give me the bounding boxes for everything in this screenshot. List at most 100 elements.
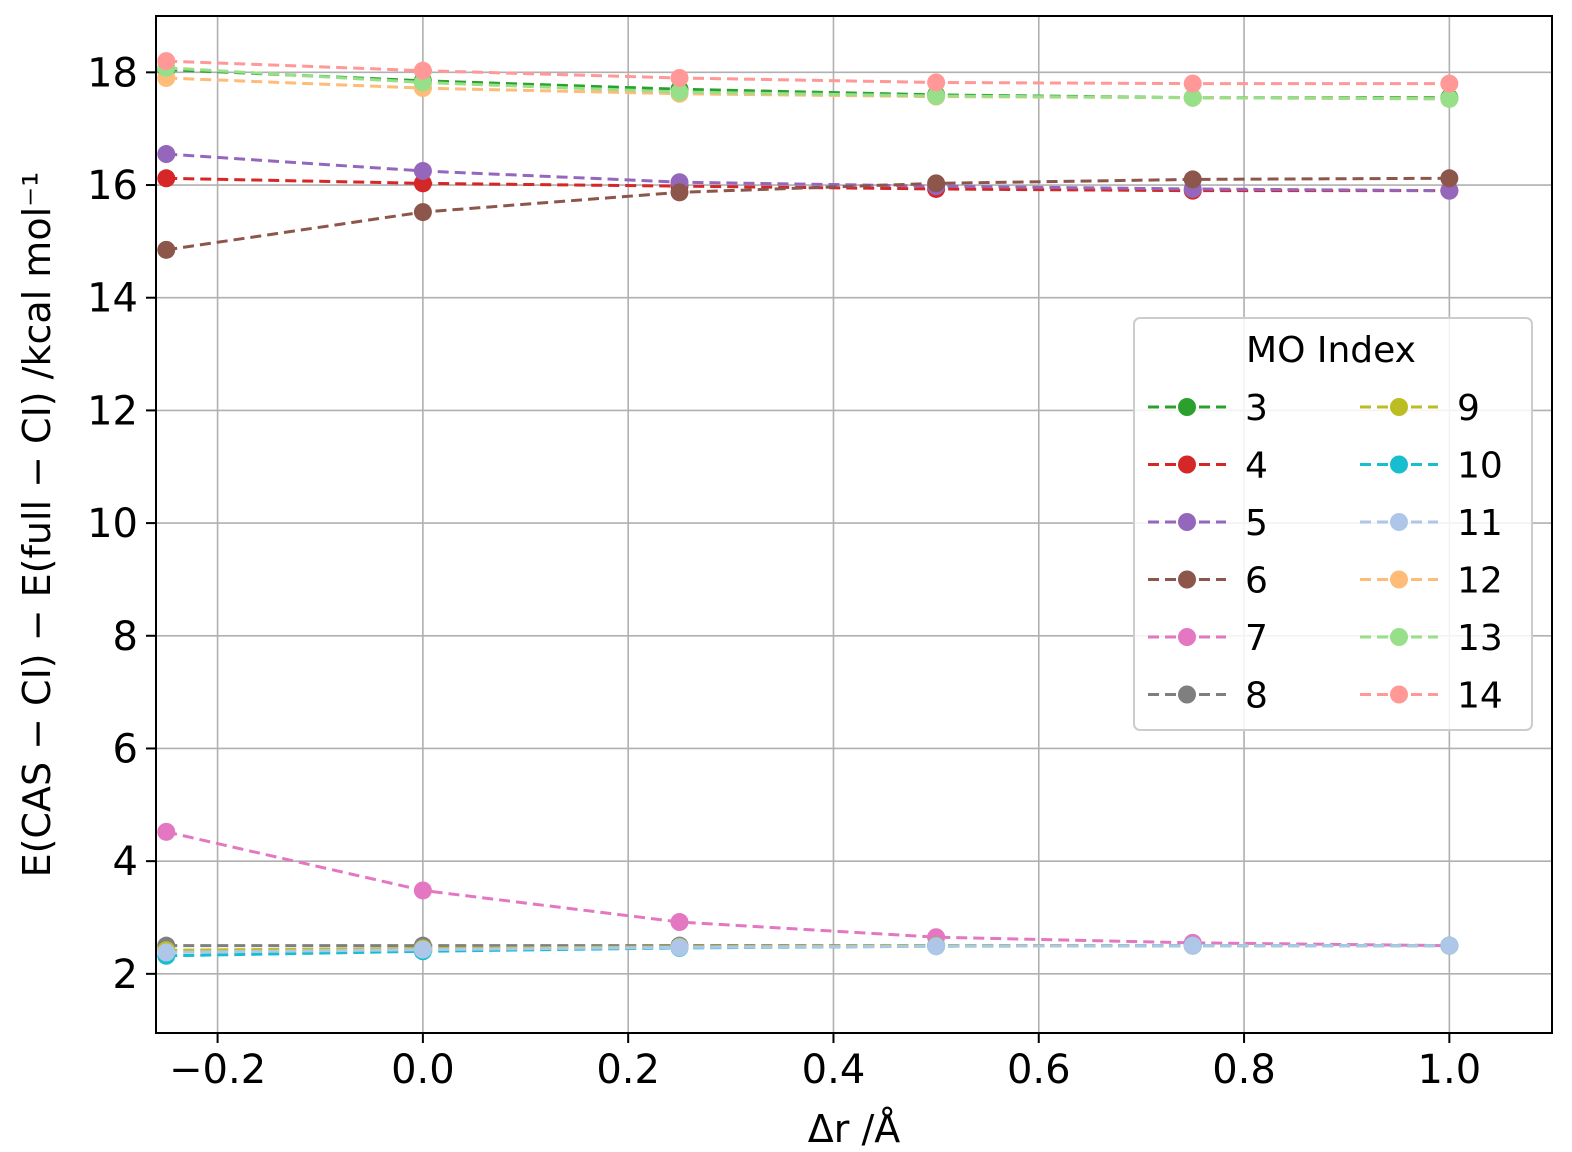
legend-swatch-marker	[1390, 685, 1408, 704]
legend-label: 4	[1245, 446, 1268, 487]
legend-swatch-marker	[1390, 398, 1408, 416]
legend-swatch-marker	[1178, 628, 1196, 646]
series-line-10	[166, 944, 1450, 958]
x-axis-label: Δr /Å	[808, 1107, 901, 1151]
x-tick-label: 1.0	[1418, 1047, 1482, 1093]
legend-label: 9	[1457, 388, 1480, 429]
legend-label: 7	[1245, 618, 1268, 659]
data-point	[157, 943, 176, 962]
series-line-14	[166, 59, 1450, 86]
data-point	[670, 938, 689, 957]
legend-entry-4: 4	[1148, 446, 1268, 487]
legend-swatch-marker	[1178, 398, 1196, 416]
legend-entry-8: 8	[1148, 676, 1268, 717]
data-point	[670, 68, 689, 87]
series-line-6	[166, 176, 1450, 252]
x-tick-label: 0.8	[1212, 1047, 1276, 1093]
x-tick-label: −0.2	[169, 1047, 266, 1093]
y-tick-label: 18	[87, 50, 138, 96]
legend-swatch-marker	[1390, 628, 1408, 646]
y-tick-label: 2	[113, 952, 138, 998]
data-point	[413, 940, 432, 959]
data-point	[670, 83, 689, 102]
data-point	[413, 161, 432, 180]
data-point	[1440, 181, 1459, 200]
data-point	[413, 203, 432, 222]
legend-entry-5: 5	[1148, 503, 1268, 544]
data-point	[413, 881, 432, 900]
data-point	[1440, 169, 1459, 188]
series-14	[157, 52, 1459, 93]
legend-entry-13: 13	[1360, 618, 1503, 659]
series-6	[157, 169, 1459, 259]
plot-frame	[155, 15, 1553, 1034]
x-tick-label: 0.0	[391, 1047, 455, 1093]
series-5	[157, 145, 1459, 200]
data-point	[1183, 936, 1202, 955]
series-10	[157, 936, 1459, 965]
legend-entry-11: 11	[1360, 503, 1503, 544]
data-point	[157, 145, 176, 164]
data-point	[157, 240, 176, 259]
y-tick-label: 16	[87, 163, 138, 209]
y-tick-label: 8	[113, 614, 138, 660]
y-tick-label: 4	[113, 839, 138, 885]
legend-label: 10	[1457, 446, 1503, 487]
y-tick-label: 14	[87, 276, 138, 322]
series-line-5	[166, 152, 1450, 193]
y-tick-label: 6	[113, 726, 138, 772]
x-tick-label: 0.2	[596, 1047, 660, 1093]
legend-label: 11	[1457, 503, 1503, 544]
x-tick-label: 0.6	[1007, 1047, 1071, 1093]
legend-entry-12: 12	[1360, 561, 1503, 602]
legend-swatch-marker	[1178, 685, 1196, 704]
data-point	[157, 822, 176, 841]
legend-swatch-marker	[1178, 570, 1196, 589]
series-line-11	[166, 944, 1450, 954]
series-line-7	[165, 830, 1450, 948]
x-tick-label: 0.4	[802, 1047, 866, 1093]
legend-entry-14: 14	[1360, 676, 1503, 717]
legend-entry-3: 3	[1148, 388, 1268, 429]
legend-label: 5	[1245, 503, 1268, 544]
data-point	[413, 61, 432, 80]
legend-entry-6: 6	[1148, 561, 1268, 602]
series-group	[157, 52, 1459, 965]
data-point	[1440, 89, 1459, 108]
legend: MO Index 3 4 5 6 7 8 9 10 11 12 13 14	[1133, 317, 1533, 731]
data-point	[927, 937, 946, 956]
data-point	[670, 183, 689, 202]
legend-swatch-marker	[1390, 455, 1408, 474]
data-point	[157, 169, 176, 188]
data-point	[927, 73, 946, 92]
legend-label: 13	[1457, 618, 1503, 659]
legend-entries: 3 4 5 6 7 8 9 10 11 12 13 14	[1148, 388, 1503, 717]
legend-label: 3	[1245, 388, 1268, 429]
series-12	[157, 68, 1459, 108]
data-point	[1183, 170, 1202, 189]
y-axis-label: E(CAS − CI) − E(full − CI) /kcal mol⁻¹	[15, 172, 59, 878]
legend-swatch-marker	[1178, 513, 1196, 531]
data-point	[157, 52, 176, 71]
series-7	[157, 822, 1459, 955]
data-point	[1183, 88, 1202, 107]
series-11	[157, 936, 1459, 962]
legend-swatch-marker	[1178, 455, 1196, 474]
data-point	[1440, 74, 1459, 93]
data-point	[670, 913, 689, 932]
legend-entry-10: 10	[1360, 446, 1503, 487]
series-line-12	[166, 76, 1450, 101]
data-point	[1183, 74, 1202, 93]
legend-label: 6	[1245, 561, 1268, 602]
legend-box	[1133, 317, 1533, 731]
data-point	[413, 174, 432, 193]
legend-title: MO Index	[1246, 330, 1416, 371]
data-point	[927, 174, 946, 193]
legend-entry-7: 7	[1148, 618, 1268, 659]
legend-label: 12	[1457, 561, 1503, 602]
y-tick-label: 12	[87, 388, 138, 434]
series-line-4	[166, 176, 1450, 193]
legend-label: 8	[1245, 676, 1268, 717]
series-line-13	[166, 66, 1450, 101]
